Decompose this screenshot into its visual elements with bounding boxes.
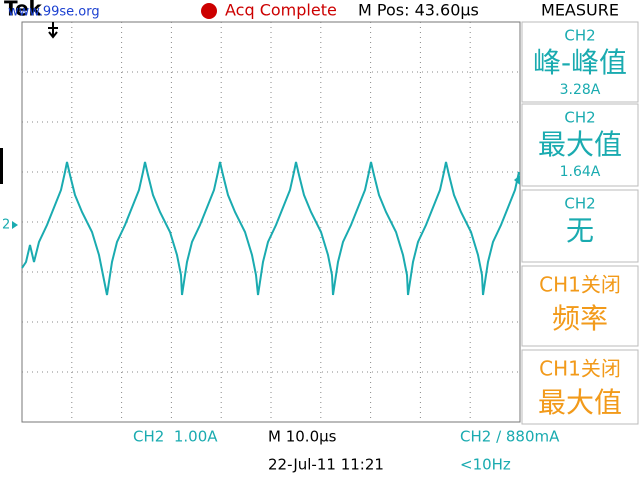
measure-label: 最大值	[538, 128, 622, 161]
measure-label: 最大值	[538, 386, 622, 419]
edge-marker	[0, 148, 3, 184]
measure-box	[521, 103, 639, 187]
channel-marker: 2	[2, 218, 10, 233]
measure-source: CH2	[564, 27, 595, 45]
brand: Tek	[4, 0, 43, 21]
position: M Pos: 43.60µs	[358, 1, 479, 20]
measure-box	[521, 21, 639, 103]
channel-scale: CH2 1.00A	[133, 428, 218, 446]
time-scale: M 10.0µs	[268, 428, 337, 446]
measure-panel: CH2峰-峰值3.28ACH2最大值1.64ACH2无CH1关闭频率CH1关闭最…	[521, 21, 639, 425]
datetime: 22-Jul-11 11:21	[268, 456, 384, 474]
measure-source: CH1关闭	[539, 273, 621, 297]
channel-arrow	[12, 221, 18, 229]
measure-box	[521, 189, 639, 263]
trigger-position	[48, 22, 58, 39]
waveform	[21, 161, 520, 296]
grid	[22, 22, 520, 422]
frequency: <10Hz	[460, 456, 511, 474]
measure-value: 1.64A	[560, 164, 601, 180]
measure-label: 频率	[552, 302, 608, 335]
watermark: www.99se.org	[8, 5, 100, 20]
measure-source: CH2	[564, 109, 595, 127]
measure-source: CH1关闭	[539, 357, 621, 381]
measure-box	[521, 349, 639, 425]
trigger-setting: CH2 ∕ 880mA	[460, 428, 560, 446]
measure-box	[521, 265, 639, 347]
measure-source: CH2	[564, 195, 595, 213]
measure-label: 峰-峰值	[533, 46, 627, 79]
measure-value: 3.28A	[560, 82, 601, 98]
status: Acq Complete	[225, 1, 337, 20]
measure-label: 无	[566, 214, 594, 247]
status-dot	[201, 3, 217, 19]
menu-title: MEASURE	[541, 1, 619, 20]
